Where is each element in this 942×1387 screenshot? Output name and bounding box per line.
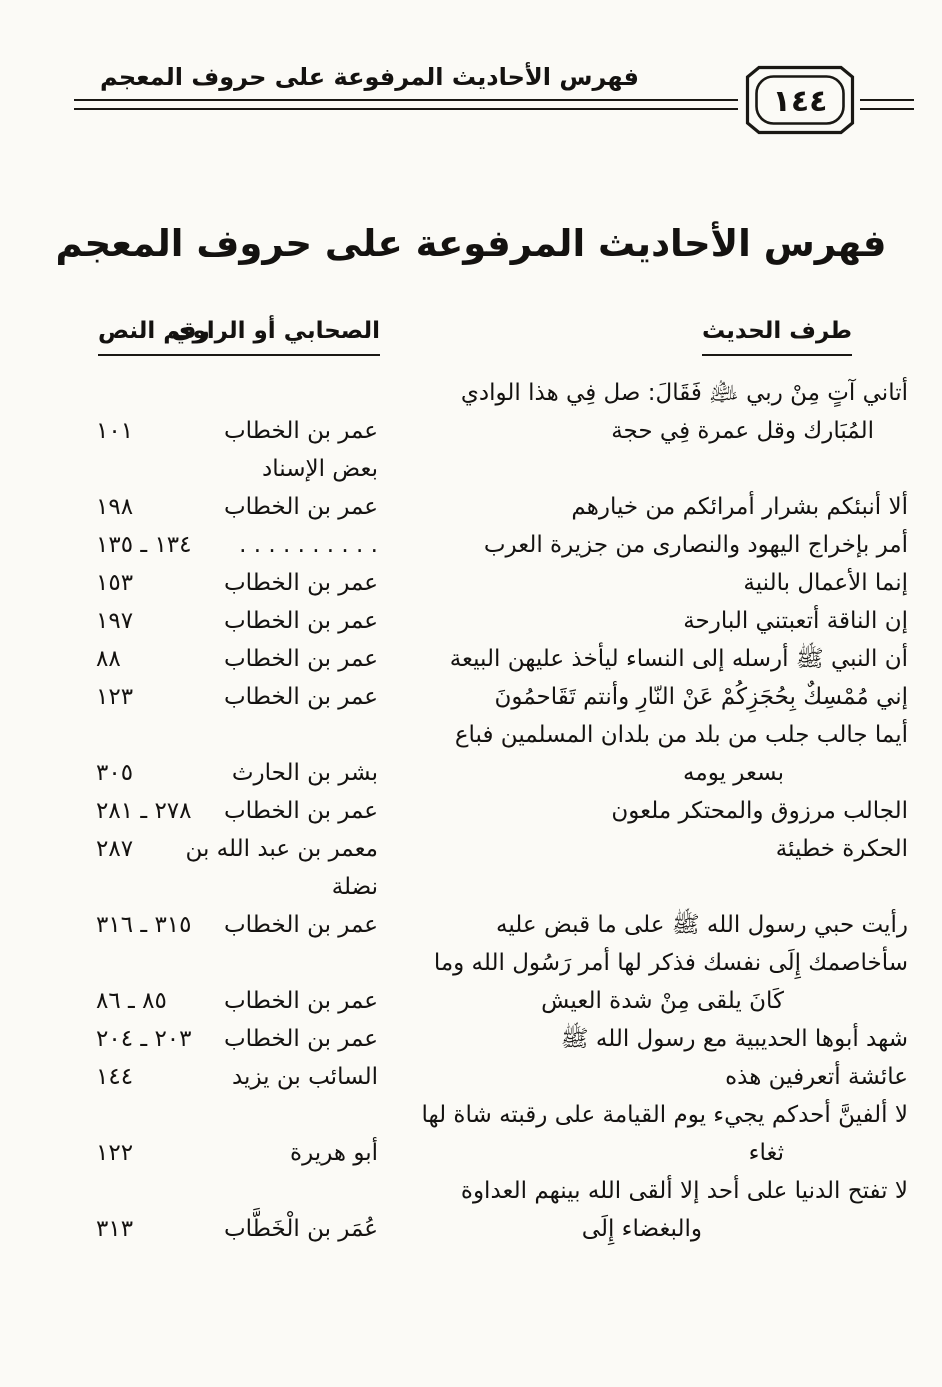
index-row: أتاني آتٍ مِنْ ربي ﵇ فَقَالَ: صل فِي هذا… — [88, 375, 908, 413]
narrator-name: . . . . . . . . . . — [239, 532, 378, 558]
hadith-text: أن النبي ﷺ أرسله إلى النساء ليأخذ عليهن … — [449, 646, 908, 672]
index-row: الحكرة خطيئة معمر بن عبد الله بن ٢٨٧ — [88, 831, 908, 869]
narrator-name: عمر بن الخطاب — [223, 646, 378, 672]
narrator-name: عمر بن الخطاب — [223, 912, 378, 938]
index-row: لا ألفينَّ أحدكم يجيء يوم القيامة على رق… — [88, 1097, 909, 1135]
hadith-text: لا ألفينَّ أحدكم يجيء يوم القيامة على رق… — [421, 1102, 909, 1128]
text-number: ١٢٢ — [96, 1140, 134, 1166]
hadith-text: المُبَارك وقل عمرة فِي حجة — [611, 418, 874, 444]
narrator-name: عمر بن الخطاب — [223, 798, 378, 824]
hadith-text: شهد أبوها الحديبية مع رسول الله ﷺ — [560, 1026, 908, 1052]
index-row: سأخاصمك إِلَى نفسك فذكر لها أمر رَسُول ا… — [88, 945, 908, 983]
running-head: فهرس الأحاديث المرفوعة على حروف المعجم ١… — [0, 0, 942, 135]
column-header-hadith-cell: طرف الحديث — [380, 313, 908, 356]
page-title: فهرس الأحاديث المرفوعة على حروف المعجم — [55, 222, 887, 265]
text-number: ٢٨٧ — [96, 836, 134, 862]
page-number: ١٤٤ — [773, 84, 828, 119]
index-row: أن النبي ﷺ أرسله إلى النساء ليأخذ عليهن … — [88, 641, 908, 679]
page-number-frame: ١٤٤ — [745, 65, 855, 135]
text-number: ١٥٣ — [96, 570, 134, 596]
narrator-name: عمر بن الخطاب — [223, 570, 378, 596]
narrator-name: بشر بن الحارث — [231, 760, 378, 786]
hadith-text: ألا أنبئكم بشرار أمرائكم من خيارهم — [571, 494, 908, 520]
index-row: إني مُمْسِكٌ بِحُجَزِكُمْ عَنْ النّارِ و… — [88, 679, 908, 717]
text-number: ١٩٧ — [96, 608, 134, 634]
index-row: عائشة أتعرفين هذه السائب بن يزيد ١٤٤ — [88, 1059, 908, 1097]
text-number: ٢٠٣ ـ ٢٠٤ — [96, 1026, 192, 1052]
index-row: أيما جالب جلب من بلد من بلدان المسلمين ف… — [88, 717, 908, 755]
index-row: إن الناقة أتعبتني البارحة عمر بن الخطاب ١٩… — [88, 603, 908, 641]
index-row: ألا أنبئكم بشرار أمرائكم من خيارهم عمر بن… — [88, 489, 908, 527]
narrator-name: معمر بن عبد الله بن — [185, 836, 378, 862]
index-row: بسعر يومه بشر بن الحارث ٣٠٥ — [88, 755, 908, 793]
index-row: إنما الأعمال بالنية عمر بن الخطاب ١٥٣ — [88, 565, 908, 603]
narrator-name: السائب بن يزيد — [231, 1064, 378, 1090]
text-number: ٣١٣ — [96, 1216, 134, 1242]
index-row: شهد أبوها الحديبية مع رسول الله ﷺ عمر بن … — [88, 1021, 908, 1059]
index-row: الجالب مرزوق والمحتكر ملعون عمر بن الخطاب… — [88, 793, 908, 831]
text-number: ٣١٥ ـ ٣١٦ — [96, 912, 192, 938]
hadith-text: سأخاصمك إِلَى نفسك فذكر لها أمر رَسُول ا… — [433, 950, 908, 976]
narrator-name: بعض الإسناد — [262, 456, 378, 482]
narrator-name: عمر بن الخطاب — [223, 1026, 378, 1052]
hadith-text: أتاني آتٍ مِنْ ربي ﵇ فَقَالَ: صل فِي هذا… — [460, 380, 908, 406]
narrator-name: عُمَر بن الْخَطَّاب — [223, 1216, 378, 1242]
narrator-name: عمر بن الخطاب — [223, 684, 378, 710]
text-number: ١٢٣ — [96, 684, 134, 710]
index-row: كَانَ يلقى مِنْ شدة العيش عمر بن الخطاب ٨٥… — [88, 983, 908, 1021]
narrator-name: نضلة — [331, 874, 378, 900]
hadith-text: إن الناقة أتعبتني البارحة — [683, 608, 908, 634]
column-header-narrator: الصحابي أو الراوي — [171, 318, 380, 356]
text-number: ١٩٨ — [96, 494, 134, 520]
narrator-name: عمر بن الخطاب — [223, 494, 378, 520]
column-header-number: رقم النص — [98, 318, 210, 356]
column-header-narrator-cell: الصحابي أو الراوي — [171, 313, 380, 356]
index-row: رأيت حبي رسول الله ﷺ على ما قبض عليه عمر … — [88, 907, 908, 945]
hadith-text: كَانَ يلقى مِنْ شدة العيش — [541, 988, 784, 1014]
index-row: المُبَارك وقل عمرة فِي حجة عمر بن الخطاب ١… — [88, 413, 908, 451]
column-header-row: طرف الحديث الصحابي أو الراوي رقم النص — [88, 313, 908, 371]
hadith-text: إنما الأعمال بالنية — [743, 570, 908, 596]
index-row: أمر بإخراج اليهود والنصارى من جزيرة العر… — [88, 527, 908, 565]
index-row: ثغاء أبو هريرة ١٢٢ — [88, 1135, 908, 1173]
index-row: لا تفتح الدنيا على أحد إلا ألقى الله بين… — [88, 1173, 908, 1211]
text-number: ١٣٤ ـ ١٣٥ — [96, 532, 192, 558]
hadith-text: بسعر يومه — [683, 760, 784, 786]
text-number: ٨٨ — [96, 646, 121, 672]
running-head-left: فهرس الأحاديث المرفوعة على حروف المعجم — [74, 64, 738, 110]
index-row: بعض الإسناد — [88, 451, 908, 489]
text-number: ١٤٤ — [96, 1064, 134, 1090]
narrator-name: عمر بن الخطاب — [223, 418, 378, 444]
narrator-name: عمر بن الخطاب — [223, 608, 378, 634]
text-number: ٢٧٨ ـ ٢٨١ — [96, 798, 192, 824]
index-row: نضلة — [88, 869, 908, 907]
header-rule-left — [74, 99, 738, 110]
text-number: ٨٥ ـ ٨٦ — [96, 988, 167, 1014]
hadith-text: عائشة أتعرفين هذه — [725, 1064, 908, 1090]
narrator-name: عمر بن الخطاب — [223, 988, 378, 1014]
page-number-badge: ١٤٤ — [744, 64, 856, 136]
hadith-text: أيما جالب جلب من بلد من بلدان المسلمين ف… — [454, 722, 908, 748]
hadith-index-table: طرف الحديث الصحابي أو الراوي رقم النص أت… — [0, 313, 942, 1249]
running-title: فهرس الأحاديث المرفوعة على حروف المعجم — [100, 63, 639, 92]
hadith-text: رأيت حبي رسول الله ﷺ على ما قبض عليه — [496, 912, 908, 938]
text-number: ١٠١ — [96, 418, 134, 444]
narrator-name: أبو هريرة — [290, 1140, 378, 1166]
text-number: ٣٠٥ — [96, 760, 134, 786]
hadith-text: إني مُمْسِكٌ بِحُجَزِكُمْ عَنْ النّارِ و… — [494, 684, 908, 710]
hadith-text: والبغضاء إِلَى — [581, 1216, 702, 1242]
hadith-text: ثغاء — [748, 1140, 784, 1166]
hadith-text: الجالب مرزوق والمحتكر ملعون — [611, 798, 908, 824]
hadith-text: لا تفتح الدنيا على أحد إلا ألقى الله بين… — [460, 1178, 908, 1204]
column-header-number-cell: رقم النص — [88, 313, 230, 356]
hadith-text: أمر بإخراج اليهود والنصارى من جزيرة العر… — [483, 532, 908, 558]
index-row: والبغضاء إِلَى عُمَر بن الْخَطَّاب ٣١٣ — [88, 1211, 908, 1249]
hadith-text: الحكرة خطيئة — [775, 836, 908, 862]
header-rule-right — [860, 99, 914, 110]
column-header-hadith: طرف الحديث — [701, 318, 852, 356]
index-rows: أتاني آتٍ مِنْ ربي ﵇ فَقَالَ: صل فِي هذا… — [88, 375, 908, 1249]
